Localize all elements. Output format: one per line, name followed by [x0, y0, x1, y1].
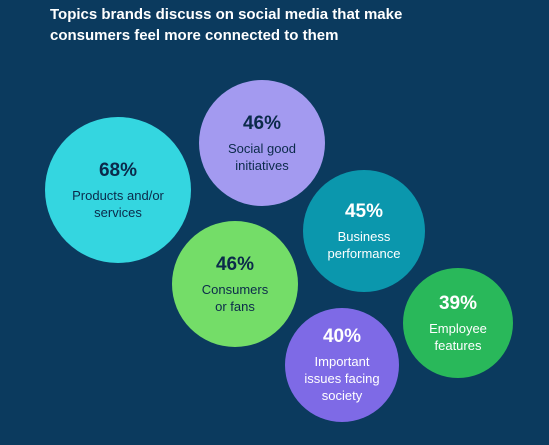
category-label-line: Social good: [228, 140, 296, 156]
category-label: Business performance: [328, 228, 401, 262]
category-label: Products and/or services: [72, 187, 164, 221]
category-label: Social good initiatives: [228, 140, 296, 174]
bubble-social-good: 46% Social good initiatives: [199, 80, 325, 206]
category-label: Important issues facing society: [304, 353, 379, 404]
value-label: 68%: [98, 159, 138, 181]
value-label: 45%: [344, 200, 384, 222]
category-label-line: Products and/or: [72, 187, 164, 203]
category-label-line: performance: [327, 245, 401, 261]
category-label-line: services: [94, 204, 142, 220]
category-label: Consumers or fans: [202, 281, 268, 315]
bubble-important-issues: 40% Important issues facing society: [285, 308, 399, 422]
chart-title: Topics brands discuss on social media th…: [50, 4, 510, 46]
bubble-products-services: 68% Products and/or services: [45, 117, 191, 263]
chart-title-line-1: Topics brands discuss on social media th…: [50, 6, 403, 23]
category-label-line: Employee: [429, 320, 487, 336]
value-label: 46%: [242, 112, 282, 134]
category-label-line: Business: [337, 228, 391, 244]
category-label-line: society: [321, 388, 363, 403]
value-label: 40%: [322, 326, 362, 347]
bubble-employee-features: 39% Employee features: [403, 268, 513, 378]
category-label-line: initiatives: [235, 157, 289, 173]
value-label: 46%: [215, 253, 255, 275]
chart-title-line-2: consumers feel more connected to them: [50, 27, 339, 44]
category-label-line: Important: [314, 354, 370, 369]
category-label-line: features: [434, 337, 482, 353]
value-label: 39%: [438, 292, 478, 314]
category-label-line: issues facing: [304, 371, 380, 386]
category-label: Employee features: [429, 320, 487, 354]
category-label-line: or fans: [215, 298, 255, 314]
category-label-line: Consumers: [201, 281, 269, 297]
bubble-consumers-fans: 46% Consumers or fans: [172, 221, 298, 347]
bubble-business-performance: 45% Business performance: [303, 170, 425, 292]
